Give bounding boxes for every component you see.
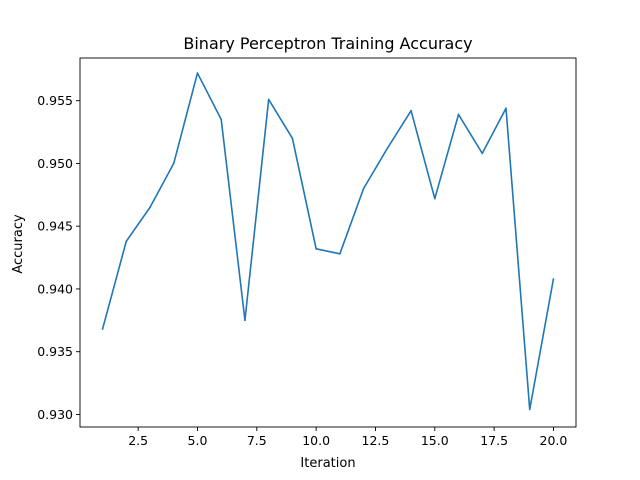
plot-area [101, 72, 555, 411]
y-tick-label: 0.950 [37, 156, 73, 171]
y-axis-label: Accuracy [11, 214, 26, 274]
data-point [410, 109, 412, 112]
axes-frame [79, 57, 577, 428]
data-point [220, 118, 223, 121]
data-point [125, 240, 128, 243]
data-point [362, 187, 365, 190]
y-tick-label: 0.930 [37, 407, 73, 422]
y-tick-label: 0.940 [37, 281, 73, 296]
series-line-0 [101, 72, 555, 411]
x-tick-label: 2.5 [128, 433, 148, 448]
x-tick-label: 5.0 [188, 433, 208, 448]
data-point [267, 98, 270, 101]
x-tick-label: 20.0 [540, 433, 568, 448]
data-point [457, 113, 460, 116]
data-point [528, 408, 531, 411]
axes: 2.5 5.0 7.5 10.0 12.5 15.0 17.5 20.0 0.930 0.935 0… [37, 57, 577, 448]
data-point [291, 137, 294, 140]
y-tick-label: 0.935 [37, 344, 73, 359]
data-point [505, 107, 507, 109]
chart-title: Binary Perceptron Training Accuracy [183, 34, 472, 53]
x-tick-label: 15.0 [421, 433, 449, 448]
data-point [481, 152, 484, 155]
x-tick-label: 12.5 [362, 433, 390, 448]
data-point [101, 328, 104, 330]
data-point [244, 319, 246, 322]
data-point [386, 147, 389, 150]
x-tick-label: 7.5 [247, 433, 267, 448]
x-axis-label: Iteration [300, 456, 355, 471]
x-tick-label: 10.0 [302, 433, 330, 448]
data-point [315, 247, 317, 250]
data-point [433, 197, 436, 200]
y-tick-label: 0.955 [37, 93, 73, 108]
y-tick-label: 0.945 [37, 219, 73, 234]
data-point [149, 206, 151, 209]
data-point [339, 253, 341, 255]
data-point [552, 278, 555, 280]
x-tick-label: 17.5 [480, 433, 508, 448]
data-point [172, 162, 175, 165]
data-point [196, 72, 199, 74]
